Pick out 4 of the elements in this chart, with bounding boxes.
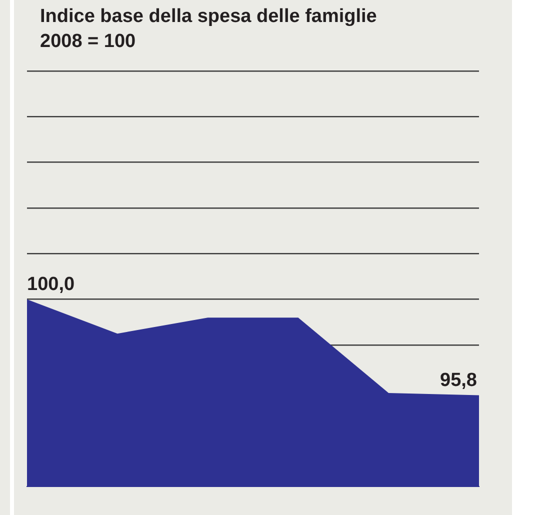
data-label: 95,8 bbox=[440, 370, 477, 391]
chart-subtitle: 2008 = 100 bbox=[40, 30, 137, 54]
data-label: 100,0 bbox=[27, 274, 75, 296]
chart-title: Indice base della spesa delle famiglie bbox=[40, 5, 377, 29]
